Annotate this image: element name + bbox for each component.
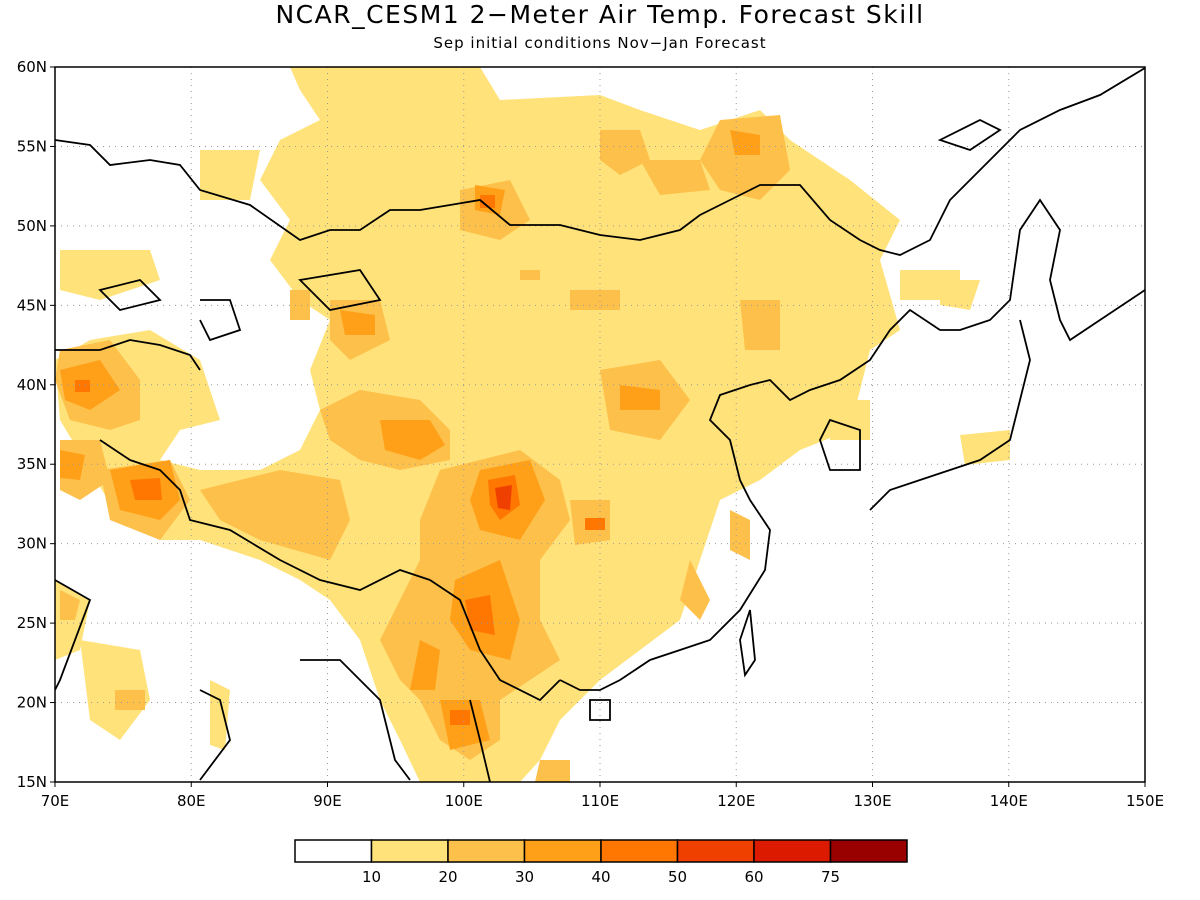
lat-tick-label: 50N: [17, 217, 47, 235]
colorbar-label: 50: [668, 868, 687, 886]
skill-50-60-regions: [495, 485, 512, 510]
colorbar-swatch: [523, 839, 602, 863]
skill-40-50-regions: [75, 195, 605, 725]
lat-tick-label: 30N: [17, 535, 47, 553]
lon-tick-label: 80E: [177, 792, 206, 810]
lon-tick-label: 100E: [445, 792, 483, 810]
lon-tick-label: 130E: [853, 792, 891, 810]
longitude-axis: 70E 80E 90E 100E 110E 120E 130E 140E 150E: [41, 782, 1164, 810]
lon-tick-label: 90E: [313, 792, 342, 810]
coastlines: [55, 67, 1145, 782]
colorbar-label: 30: [515, 868, 534, 886]
colorbar-swatch: [370, 839, 449, 863]
colorbar-swatch: [753, 839, 832, 863]
lat-tick-label: 45N: [17, 296, 47, 314]
lon-tick-label: 120E: [717, 792, 755, 810]
lat-tick-label: 60N: [17, 58, 47, 76]
lat-tick-label: 35N: [17, 455, 47, 473]
lat-tick-label: 55N: [17, 137, 47, 155]
latitude-axis: 15N 20N 25N 30N 35N 40N 45N 50N 55N 60N: [17, 58, 55, 791]
colorbar-swatch: [600, 839, 679, 863]
lon-tick-label: 110E: [581, 792, 619, 810]
skill-fill-layer: [55, 67, 1010, 782]
skill-10-20-regions: [55, 67, 1010, 782]
colorbar-swatch: [829, 839, 908, 863]
colorbar-swatch: [447, 839, 526, 863]
lon-tick-label: 150E: [1126, 792, 1164, 810]
lon-tick-label: 70E: [41, 792, 70, 810]
colorbar-label: 40: [591, 868, 610, 886]
lat-tick-label: 15N: [17, 773, 47, 791]
colorbar-swatch: [676, 839, 755, 863]
map-title: NCAR_CESM1 2−Meter Air Temp. Forecast Sk…: [275, 0, 925, 29]
colorbar-label: 10: [362, 868, 381, 886]
colorbar: 10 20 30 40 50 60 75: [294, 839, 908, 886]
lon-tick-label: 140E: [990, 792, 1028, 810]
lat-tick-label: 40N: [17, 376, 47, 394]
colorbar-label: 75: [821, 868, 840, 886]
colorbar-label: 20: [438, 868, 457, 886]
colorbar-label: 60: [744, 868, 763, 886]
map-subtitle: Sep initial conditions Nov−Jan Forecast: [433, 34, 767, 52]
lat-tick-label: 25N: [17, 614, 47, 632]
lat-tick-label: 20N: [17, 694, 47, 712]
colorbar-swatch: [294, 839, 373, 863]
